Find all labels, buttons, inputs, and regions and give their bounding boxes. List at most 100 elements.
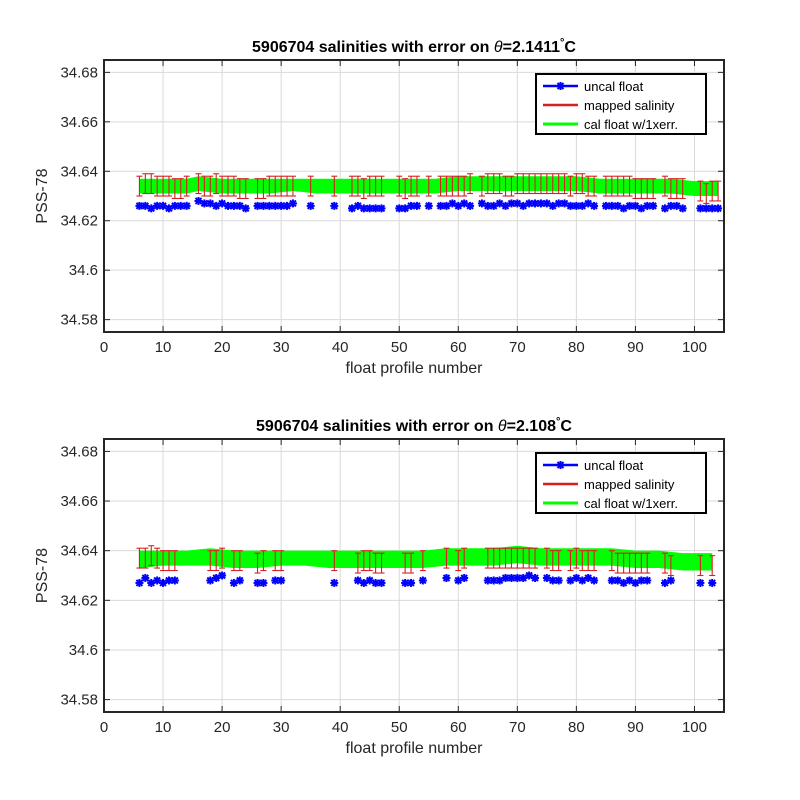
mapped-errorbar <box>148 173 155 195</box>
marker-stroke <box>673 202 681 210</box>
marker-stroke <box>141 574 150 582</box>
legend-label: uncal float <box>584 458 644 473</box>
mapped-errorbar <box>242 178 249 200</box>
marker-stroke <box>572 574 581 582</box>
uncal-marker <box>708 578 717 587</box>
mapped-errorbar <box>236 550 243 572</box>
mapped-errorbar <box>213 173 220 195</box>
x-tick-label: 50 <box>391 339 408 356</box>
uncal-marker <box>678 204 687 213</box>
marker-stroke <box>159 202 167 210</box>
marker-stroke <box>495 199 504 208</box>
mapped-errorbar <box>272 550 279 572</box>
uncal-marker <box>271 201 280 210</box>
marker-stroke <box>448 199 457 208</box>
mapped-errorbar <box>679 178 686 200</box>
uncal-marker <box>407 578 416 587</box>
marker-stroke <box>425 202 433 210</box>
x-tick-label: 90 <box>627 719 644 736</box>
marker-stroke <box>395 204 403 213</box>
title-degree: ° <box>560 37 564 49</box>
mapped-errorbar <box>372 552 379 574</box>
legend-marker <box>556 461 565 469</box>
mapped-errorbar <box>272 175 279 197</box>
mapped-errorbar <box>331 550 338 572</box>
uncal-marker <box>141 573 150 582</box>
legend-mapped-salinity: mapped salinity <box>543 477 675 492</box>
mapped-errorbar <box>354 552 361 574</box>
title-value: =2.108 <box>507 418 556 435</box>
y-tick-label: 34.58 <box>60 692 98 709</box>
mapped-errorbar <box>160 175 167 197</box>
uncal-marker <box>643 576 652 585</box>
mapped-errorbar <box>490 547 497 569</box>
marker-stroke <box>566 202 575 210</box>
uncal-marker <box>170 576 179 585</box>
mapped-errorbar <box>461 175 468 197</box>
marker-stroke <box>513 199 522 208</box>
uncal-marker <box>666 576 675 585</box>
axes-box <box>103 438 725 713</box>
title-theta: θ <box>498 418 507 435</box>
marker-stroke <box>224 202 232 210</box>
x-tick-label: 30 <box>273 339 290 356</box>
marker-stroke <box>177 202 185 210</box>
mapped-errorbar <box>278 175 285 197</box>
mapped-errorbar <box>396 175 403 197</box>
marker-stroke <box>236 576 244 585</box>
uncal-marker <box>259 578 268 587</box>
mapped-errorbar <box>532 173 539 195</box>
marker-stroke <box>460 199 468 208</box>
mapped-salinity-series <box>136 545 716 577</box>
x-tick-label: 40 <box>332 719 349 736</box>
marker-stroke <box>637 576 646 585</box>
marker-stroke <box>643 202 651 210</box>
x-tick-label: 70 <box>509 339 526 356</box>
marker-stroke <box>259 202 268 210</box>
mapped-errorbar <box>360 550 367 572</box>
uncal-marker <box>359 204 368 213</box>
legend-uncal-float: uncal float <box>543 458 644 473</box>
legend-cal-float: cal float w/1xerr. <box>543 117 678 132</box>
mapped-errorbar <box>526 173 533 195</box>
mapped-errorbar <box>165 175 172 197</box>
mapped-errorbar <box>402 552 409 574</box>
x-ticks: 0 10 20 30 40 50 60 70 80 90 100 <box>100 60 707 356</box>
marker-stroke <box>478 199 486 208</box>
legend-label: cal float w/1xerr. <box>584 117 678 132</box>
uncal-marker <box>235 576 244 585</box>
mapped-errorbar <box>555 550 562 572</box>
mapped-errorbar <box>602 175 609 197</box>
mapped-errorbar <box>632 552 639 574</box>
mapped-errorbar <box>136 547 143 569</box>
uncal-marker <box>536 199 545 208</box>
marker-stroke <box>401 579 409 587</box>
x-tick-label: 10 <box>155 719 172 736</box>
mapped-errorbar <box>526 547 533 569</box>
uncal-marker <box>271 576 280 585</box>
marker-stroke <box>543 574 551 582</box>
mapped-errorbar <box>154 547 161 569</box>
marker-stroke <box>608 576 616 585</box>
marker-stroke <box>525 571 533 580</box>
marker-stroke <box>407 202 415 210</box>
chart-panel-2: 0 10 20 30 40 50 60 70 80 90 100 34.58 34.6 34.62 34.6… <box>34 416 725 757</box>
marker-stroke <box>537 199 545 208</box>
x-tick-label: 80 <box>568 339 585 356</box>
uncal-marker <box>418 576 427 585</box>
marker-stroke <box>531 574 539 582</box>
mapped-errorbar <box>650 178 657 200</box>
mapped-errorbar <box>443 175 450 197</box>
marker-stroke <box>236 202 244 210</box>
mapped-errorbar <box>585 550 592 572</box>
marker-stroke <box>253 579 262 587</box>
uncal-marker <box>714 204 723 213</box>
y-axis-label: PSS-78 <box>34 548 51 603</box>
mapped-errorbar <box>614 175 621 197</box>
marker-stroke <box>165 576 173 585</box>
marker-stroke <box>708 579 716 587</box>
mapped-errorbar <box>715 180 722 202</box>
mapped-errorbar <box>638 552 645 574</box>
marker-stroke <box>171 576 179 585</box>
